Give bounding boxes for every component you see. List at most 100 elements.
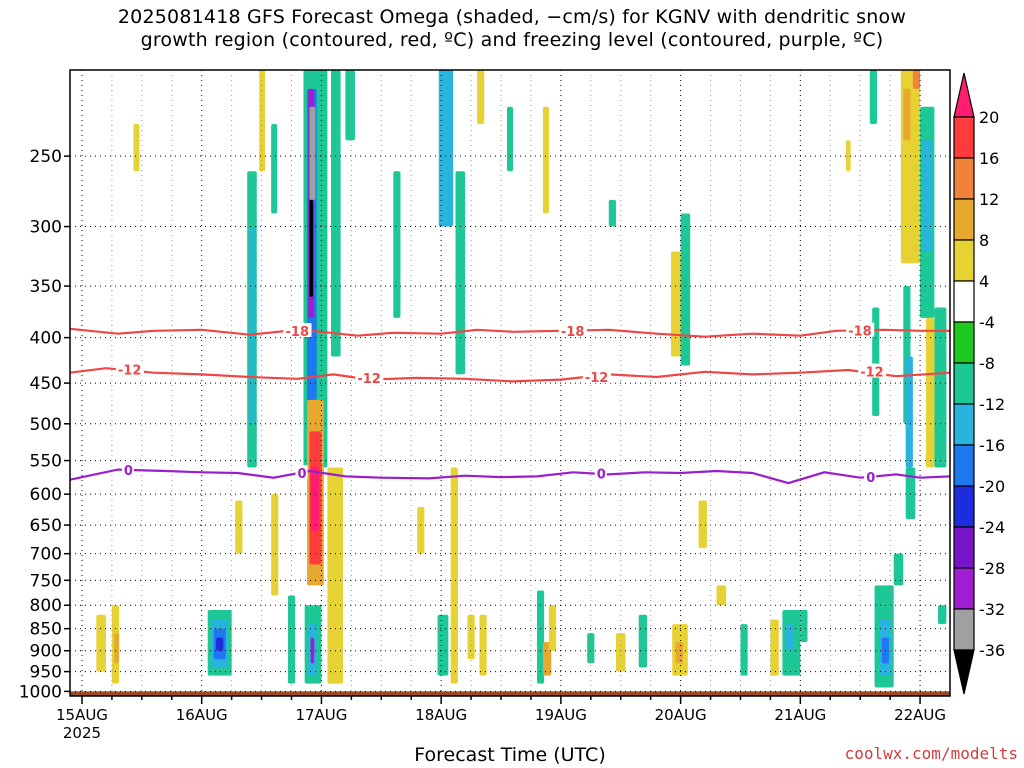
x-tick-label: 18AUG <box>415 706 467 724</box>
colorbar-bottom-arrow <box>953 649 975 695</box>
colorbar-label: -28 <box>979 559 1005 578</box>
colorbar-box <box>953 444 975 487</box>
colorbar-label: -20 <box>979 477 1005 496</box>
omega-cell <box>869 70 877 124</box>
colorbar-box <box>953 116 975 159</box>
y-tick-label: 400 <box>30 329 62 349</box>
omega-cell <box>331 70 341 357</box>
contour-label: 0 <box>597 468 606 483</box>
colorbar-top-arrow <box>953 72 975 118</box>
omega-cell <box>287 595 296 684</box>
axes: 2503003504004505005506006507007508008509… <box>19 69 951 742</box>
omega-cell <box>450 467 458 684</box>
omega-cell <box>680 213 691 366</box>
y-tick-label: 750 <box>30 571 62 591</box>
omega-cell <box>467 614 475 660</box>
omega-cell <box>698 500 707 549</box>
omega-cell <box>114 633 120 664</box>
omega-cell <box>785 624 794 651</box>
y-tick-label: 800 <box>30 596 62 616</box>
y-tick-label: 1000 <box>19 682 62 702</box>
omega-cell <box>893 553 904 586</box>
colorbar-label: -16 <box>979 436 1005 455</box>
contour-label-background <box>594 465 607 480</box>
y-tick-label: 900 <box>30 642 62 662</box>
omega-cell <box>903 88 911 141</box>
surface-layer <box>70 691 950 696</box>
colorbar-box <box>953 567 975 610</box>
chart-title-line2: growth region (contoured, red, ºC) and f… <box>140 29 884 51</box>
colorbar-box <box>953 198 975 241</box>
omega-cell <box>905 467 916 520</box>
colorbar-label: 20 <box>979 108 999 127</box>
chart-title-line1: 2025081418 GFS Forecast Omega (shaded, −… <box>117 6 907 28</box>
colorbar-label: -32 <box>979 600 1005 619</box>
omega-cell <box>615 633 626 672</box>
contour-label: -12 <box>585 371 609 386</box>
omega-cell <box>548 605 557 651</box>
colorbar-label: -8 <box>979 354 995 373</box>
colorbar-label: -36 <box>979 641 1005 660</box>
omega-cell <box>310 637 315 664</box>
contour-label-background <box>355 369 384 384</box>
omega-cell <box>922 140 933 252</box>
omega-cell <box>96 614 106 672</box>
x-axis-label: Forecast Time (UTC) <box>414 744 606 766</box>
y-tick-label: 600 <box>30 485 62 505</box>
colorbar-label: -4 <box>979 313 995 332</box>
colorbar-label: 4 <box>979 272 989 291</box>
contour-label: 0 <box>124 464 133 479</box>
contour-label: 0 <box>297 467 306 482</box>
omega-shading-layer <box>70 70 950 696</box>
omega-cell <box>926 317 935 468</box>
y-tick-label: 500 <box>30 415 62 435</box>
contour-line <box>69 468 951 485</box>
colorbar-box <box>953 485 975 528</box>
contour-label-background <box>283 323 312 338</box>
omega-cell <box>455 171 466 375</box>
contour-label: -12 <box>357 372 381 387</box>
x-tick-label: 15AUG <box>56 706 108 724</box>
contour-label: -18 <box>848 325 872 340</box>
contour-label: -18 <box>286 325 310 340</box>
y-tick-label: 350 <box>30 277 62 297</box>
contour-line <box>69 327 950 338</box>
colorbar-box <box>953 321 975 364</box>
colorbar-label: -12 <box>979 395 1005 414</box>
omega-cell <box>608 199 616 227</box>
omega-cell <box>740 624 748 676</box>
y-tick-label: 550 <box>30 452 62 472</box>
omega-cell <box>133 123 140 172</box>
omega-cell <box>271 123 278 214</box>
contour-label: -18 <box>561 325 585 340</box>
y-tick-label: 650 <box>30 516 62 536</box>
contour-label: 0 <box>866 471 875 486</box>
omega-cell <box>235 500 243 554</box>
contour-label-background <box>558 322 587 337</box>
omega-cell <box>345 70 355 141</box>
chart-title: 2025081418 GFS Forecast Omega (shaded, −… <box>0 6 1024 52</box>
omega-cell <box>259 70 266 172</box>
omega-cell <box>934 307 947 468</box>
omega-cell <box>912 70 921 89</box>
contour-label: -12 <box>860 366 884 381</box>
omega-cell <box>393 171 401 318</box>
omega-cell <box>587 633 595 664</box>
contour-layer: -18 -18 -18 -12 -12 -12 -12 0 0 0 0 <box>69 322 951 486</box>
colorbar-box <box>953 239 975 282</box>
omega-cell <box>542 106 549 214</box>
gridlines <box>70 70 950 696</box>
x-tick-label: 19AUG <box>535 706 587 724</box>
colorbar-box <box>953 403 975 446</box>
y-tick-label: 850 <box>30 620 62 640</box>
omega-cell <box>477 70 485 124</box>
contour-label-background <box>582 369 611 384</box>
colorbar-box <box>953 157 975 200</box>
omega-cell <box>249 226 255 424</box>
x-tick-label: 17AUG <box>295 706 347 724</box>
source-credit-link[interactable]: coolwx.com/modelts <box>844 744 1018 763</box>
omega-cell <box>327 467 343 684</box>
omega-cell <box>638 614 648 668</box>
y-tick-label: 450 <box>30 374 62 394</box>
